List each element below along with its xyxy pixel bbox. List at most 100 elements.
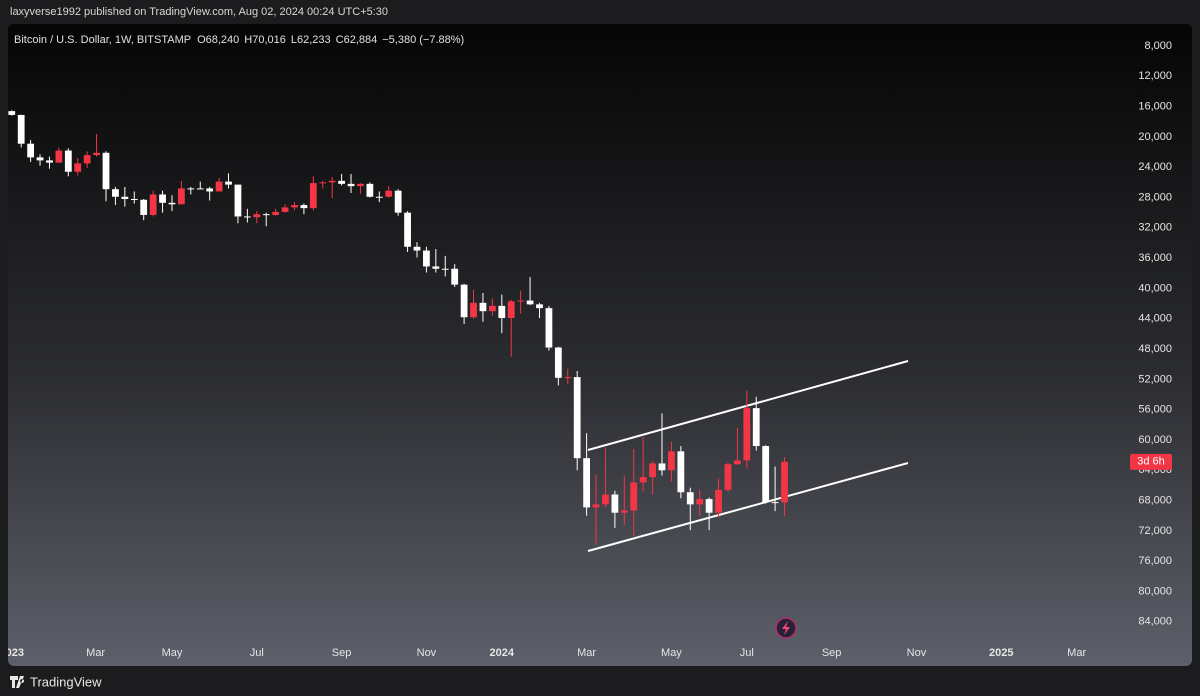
candle-body <box>234 184 242 217</box>
candle-body <box>338 180 345 184</box>
candle-body <box>55 150 63 163</box>
x-tick-label: Nov <box>907 647 927 659</box>
plot-area <box>8 110 909 552</box>
candle-body <box>300 205 308 209</box>
candle-body <box>781 461 788 503</box>
axes: 8,000 12,000 16,000 20,000 24,000 28,000 32,00… <box>1130 40 1172 628</box>
candle-body <box>83 155 91 164</box>
y-tick-label: 32,000 <box>1138 222 1172 234</box>
y-tick-label: 68,000 <box>1138 494 1172 506</box>
candle-body <box>215 181 223 192</box>
candle-body <box>262 214 270 216</box>
y-tick-label: 8,000 <box>1144 40 1172 52</box>
x-tick-label: Sep <box>822 647 842 659</box>
candle-body <box>734 460 741 465</box>
candle-body <box>8 111 16 115</box>
candle-body <box>573 377 581 459</box>
candle-body <box>46 160 53 163</box>
x-axis: 2023 Mar May Jul Sep Nov 2024 Mar May Jul Sep Nov 20… <box>8 647 1086 659</box>
candle-body <box>196 188 204 190</box>
candle-body <box>319 182 327 184</box>
candle-body <box>93 152 100 156</box>
candle-body <box>545 308 553 348</box>
candle-body <box>432 266 440 269</box>
brand[interactable]: TradingView <box>10 674 102 689</box>
candle-body <box>64 150 72 172</box>
icon-bolt <box>782 621 790 635</box>
x-tick-label: 2024 <box>490 647 515 659</box>
price-change: −5,380 (−7.88%) <box>382 34 464 46</box>
candle-body <box>178 188 185 205</box>
candle-body <box>771 502 779 504</box>
y-tick-label: 48,000 <box>1138 343 1172 355</box>
candle-body <box>630 482 638 511</box>
candle-body <box>366 183 374 197</box>
symbol-name: Bitcoin / U.S. Dollar, 1W, BITSTAMP <box>14 34 191 46</box>
candle-body <box>121 196 129 200</box>
y-tick-label: 60,000 <box>1138 434 1172 446</box>
candle-body <box>554 347 562 378</box>
candle-body <box>743 408 751 461</box>
x-tick-label: Jul <box>250 647 264 659</box>
x-tick-label: Nov <box>417 647 437 659</box>
x-tick-label: May <box>162 647 183 659</box>
x-tick-label: Jul <box>740 647 754 659</box>
candle-body <box>620 510 628 513</box>
candle-body <box>413 246 421 251</box>
candle-body <box>451 268 459 285</box>
channel-upper-line <box>587 360 909 451</box>
candle-body <box>441 268 449 270</box>
candle-body <box>347 183 355 187</box>
y-tick-label: 16,000 <box>1138 100 1172 112</box>
x-tick-label: Mar <box>1067 647 1086 659</box>
alert-icon[interactable] <box>775 617 797 639</box>
candle-body <box>140 199 148 215</box>
x-tick-label: 2025 <box>989 647 1013 659</box>
x-tick-label: Mar <box>86 647 105 659</box>
y-tick-label: 40,000 <box>1138 282 1172 294</box>
candle-body <box>385 190 393 197</box>
candle-body <box>102 152 110 190</box>
ohlc-close: C62,884 <box>336 34 378 46</box>
y-tick-label: 36,000 <box>1138 252 1172 264</box>
candle-body <box>564 377 572 379</box>
candle-body <box>357 183 364 187</box>
ohlc-open: O68,240 <box>197 34 239 46</box>
y-tick-label: 52,000 <box>1138 373 1172 385</box>
legend: Bitcoin / U.S. Dollar, 1W, BITSTAMP O68,2… <box>14 34 464 46</box>
y-tick-label: 56,000 <box>1138 404 1172 416</box>
candle-body <box>488 305 496 312</box>
y-tick-label: 80,000 <box>1138 585 1172 597</box>
candle-body <box>27 143 35 158</box>
y-tick-label: 12,000 <box>1138 70 1172 82</box>
y-tick-label: 76,000 <box>1138 555 1172 567</box>
candle-body <box>526 300 534 305</box>
candle-body <box>705 499 713 513</box>
brand-logo <box>10 676 25 688</box>
candle-body <box>517 300 525 302</box>
candle-body <box>639 477 647 483</box>
candle-body <box>243 216 251 218</box>
candle-body <box>498 305 506 318</box>
x-tick-label: May <box>661 647 682 659</box>
candle-body <box>328 180 336 183</box>
candle-body <box>715 489 722 513</box>
candle-body <box>225 181 232 185</box>
y-tick-label: 28,000 <box>1138 191 1172 203</box>
candle-body <box>536 304 543 309</box>
candle-body <box>602 494 609 505</box>
candle-body <box>592 504 600 508</box>
candle-body <box>253 214 261 218</box>
y-tick-label: 44,000 <box>1138 313 1172 325</box>
x-tick-label: Sep <box>332 647 352 659</box>
candle-body <box>470 302 477 318</box>
candle-body <box>17 114 25 144</box>
candle-body <box>149 194 157 215</box>
candle-body <box>507 301 515 318</box>
candle-body <box>375 196 383 198</box>
candle-body <box>159 194 166 203</box>
channel-lower-line <box>587 462 909 552</box>
brand-name[interactable]: TradingView <box>30 674 102 689</box>
candle-body <box>696 499 704 505</box>
